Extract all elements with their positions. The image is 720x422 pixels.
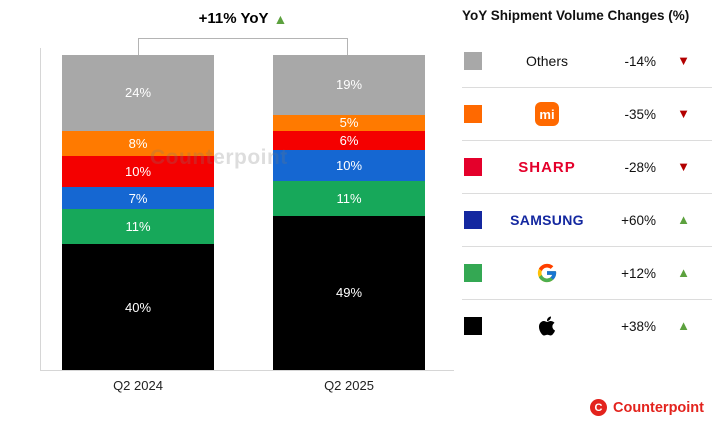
yoy-annotation-text: +11% YoY [198,10,269,27]
legend-row-xiaomi: mi -35% [462,88,712,141]
counterpoint-logo: C Counterpoint [589,399,704,416]
bar-segment-samsung: 7% [62,187,214,210]
change-value: +60% [621,212,656,228]
watermark: Counterpoint [150,146,288,169]
legend-swatch-google [464,264,482,282]
google-logo [537,263,557,283]
legend-title: YoY Shipment Volume Changes (%) [462,8,690,23]
down-triangle-icon [677,106,690,121]
x-axis-labels: Q2 2024 Q2 2025 [62,378,425,393]
bar-segment-others: 24% [62,55,214,131]
sharp-logo: SHARP [518,158,576,176]
legend-row-apple: +38% [462,300,712,352]
segment-value-label: 40% [124,299,152,315]
change-value: +38% [621,318,656,334]
up-triangle-icon [677,265,690,280]
bracket-line-horizontal [138,38,348,39]
segment-value-label: 7% [128,190,148,206]
up-triangle-icon [677,212,690,227]
legend-swatch-xiaomi [464,105,482,123]
change-value: -14% [624,53,656,69]
up-triangle-icon [677,318,690,333]
apple-logo [538,316,556,336]
down-triangle-icon [677,159,690,174]
bar-segment-xiaomi: 8% [62,130,214,156]
counterpoint-logo-text: Counterpoint [612,399,704,416]
legend-swatch-apple [464,317,482,335]
bar-segment-sharp: 10% [62,155,214,188]
legend-row-sharp: SHARP -28% [462,141,712,194]
segment-value-label: 19% [335,77,363,93]
bar-segment-others: 19% [273,55,425,115]
change-value: -35% [624,106,656,122]
samsung-logo: SAMSUNG [510,212,584,228]
legend-swatch-samsung [464,211,482,229]
legend-row-others: Others -14% [462,35,712,88]
bar-segment-google: 11% [62,209,214,244]
x-axis-label: Q2 2025 [324,378,374,393]
legend-swatch-sharp [464,158,482,176]
bar-segment-samsung: 10% [273,149,425,182]
segment-value-label: 11% [336,190,362,206]
segment-value-label: 24% [124,85,152,101]
segment-value-label: 5% [339,115,359,131]
stacked-bar-q2-2025: 49% 11% 10% 6% 5% 19% [273,55,425,370]
counterpoint-logo-icon: C [589,399,607,416]
segment-value-label: 10% [335,157,363,173]
up-triangle-icon [274,11,288,27]
bar-segment-google: 11% [273,181,425,216]
segment-value-label: 8% [128,135,148,151]
bracket-line-right [347,38,348,55]
legend: YoY Shipment Volume Changes (%) Others -… [462,6,712,352]
segment-value-label: 11% [125,219,151,235]
segment-value-label: 6% [339,132,359,148]
others-label: Others [525,53,568,69]
stacked-bar-q2-2024: 40% 11% 7% 10% 8% 24% [62,55,214,370]
x-axis-line [40,370,454,371]
legend-row-google: +12% [462,247,712,300]
change-value: -28% [624,159,656,175]
xiaomi-logo: mi [535,102,559,126]
legend-row-samsung: SAMSUNG +60% [462,194,712,247]
x-axis-label: Q2 2024 [113,378,163,393]
chart-bars: 40% 11% 7% 10% 8% 24% 49% 11% 10% 6% 5% 19% [62,55,425,370]
segment-value-label: 49% [335,285,363,301]
y-axis-line [40,48,41,371]
bar-segment-apple: 40% [62,244,214,370]
bar-segment-sharp: 6% [273,130,425,150]
bracket-line-left [138,38,139,55]
yoy-annotation: +11% YoY [138,10,348,27]
segment-value-label: 10% [124,164,152,180]
bar-segment-xiaomi: 5% [273,114,425,131]
bar-segment-apple: 49% [273,215,425,370]
down-triangle-icon [677,53,690,68]
legend-swatch-others [464,52,482,70]
change-value: +12% [621,265,656,281]
